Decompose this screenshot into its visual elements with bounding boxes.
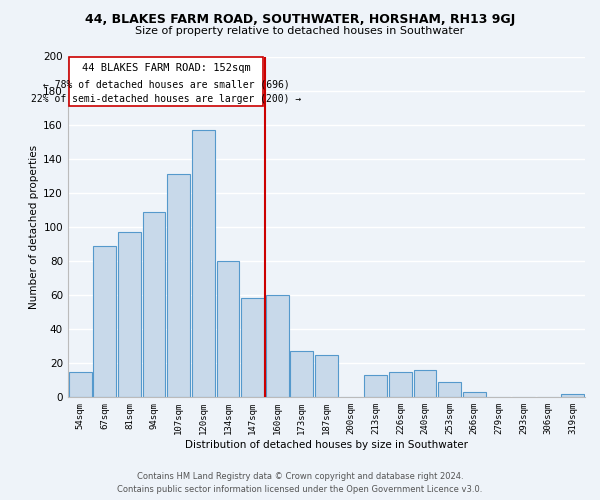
Text: 44 BLAKES FARM ROAD: 152sqm: 44 BLAKES FARM ROAD: 152sqm [82, 64, 250, 74]
Bar [364, 375, 387, 398]
Bar [69, 56, 263, 106]
Bar [241, 298, 264, 398]
Bar [167, 174, 190, 398]
Bar [118, 232, 141, 398]
Bar [463, 392, 485, 398]
Y-axis label: Number of detached properties: Number of detached properties [29, 145, 39, 309]
Bar [315, 354, 338, 398]
Bar [217, 261, 239, 398]
Bar [69, 372, 92, 398]
Bar [389, 372, 412, 398]
Bar [94, 246, 116, 398]
Bar [438, 382, 461, 398]
Bar [143, 212, 166, 398]
Text: 22% of semi-detached houses are larger (200) →: 22% of semi-detached houses are larger (… [31, 94, 301, 104]
Text: 44, BLAKES FARM ROAD, SOUTHWATER, HORSHAM, RH13 9GJ: 44, BLAKES FARM ROAD, SOUTHWATER, HORSHA… [85, 12, 515, 26]
Text: ← 78% of detached houses are smaller (696): ← 78% of detached houses are smaller (69… [43, 80, 289, 90]
Bar [290, 352, 313, 398]
Text: Size of property relative to detached houses in Southwater: Size of property relative to detached ho… [136, 26, 464, 36]
Bar [266, 295, 289, 398]
X-axis label: Distribution of detached houses by size in Southwater: Distribution of detached houses by size … [185, 440, 468, 450]
Bar [413, 370, 436, 398]
Bar [192, 130, 215, 398]
Bar [562, 394, 584, 398]
Text: Contains HM Land Registry data © Crown copyright and database right 2024.
Contai: Contains HM Land Registry data © Crown c… [118, 472, 482, 494]
